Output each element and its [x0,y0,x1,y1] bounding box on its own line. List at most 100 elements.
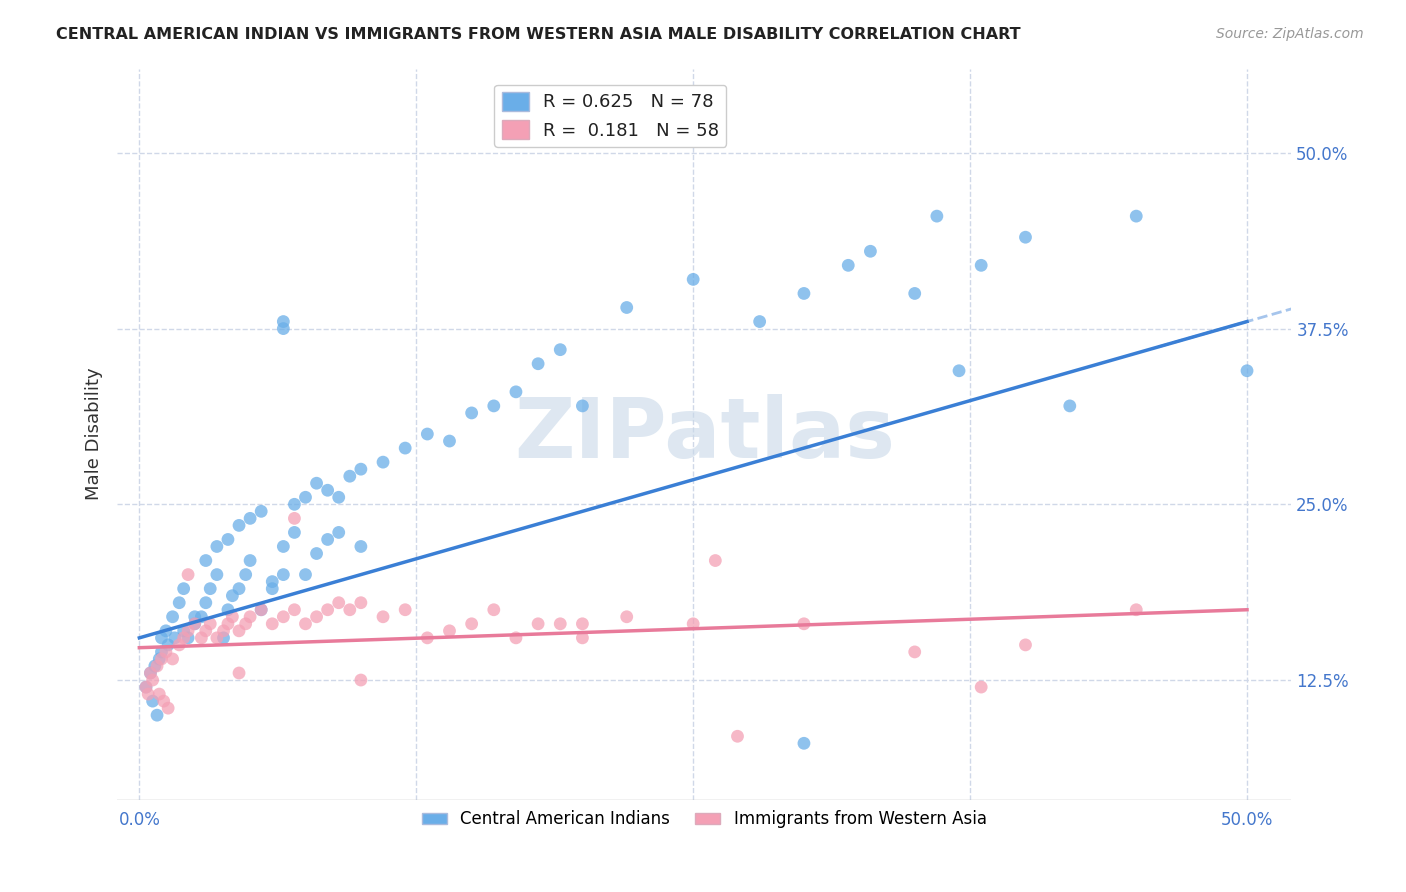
Point [350,596,373,610]
Point [305,609,328,624]
Point [262,616,284,631]
Point [682,616,704,631]
Point [177,631,200,645]
Point [904,645,927,659]
Point [616,609,638,624]
Point [228,665,250,680]
Point [205,540,228,554]
Point [142,673,165,687]
Point [283,525,305,540]
Point [173,624,195,638]
Text: Source: ZipAtlas.com: Source: ZipAtlas.com [1216,27,1364,41]
Point [150,645,173,659]
Point [221,609,243,624]
Point [190,631,212,645]
Point [793,286,815,301]
Point [217,533,239,547]
Point [143,659,166,673]
Point [250,603,273,617]
Point [205,567,228,582]
Point [273,540,295,554]
Point [294,567,316,582]
Point [350,673,373,687]
Point [439,434,461,448]
Point [183,609,205,624]
Point [157,701,180,715]
Point [571,631,593,645]
Point [904,286,927,301]
Point [527,357,550,371]
Point [200,582,222,596]
Point [704,553,727,567]
Point [416,631,439,645]
Point [793,736,815,750]
Point [505,384,527,399]
Point [250,504,273,518]
Point [837,258,859,272]
Point [194,624,217,638]
Point [205,631,228,645]
Point [339,603,361,617]
Point [316,603,339,617]
Point [262,574,284,589]
Point [194,553,217,567]
Point [460,616,482,631]
Point [183,616,205,631]
Point [727,729,749,743]
Point [283,511,305,525]
Point [294,616,316,631]
Point [948,364,970,378]
Point [548,343,571,357]
Point [155,624,177,638]
Point [212,631,235,645]
Point [239,511,262,525]
Point [239,553,262,567]
Point [139,665,162,680]
Point [283,497,305,511]
Point [177,567,200,582]
Point [167,638,190,652]
Point [167,596,190,610]
Point [200,616,222,631]
Point [571,616,593,631]
Point [305,547,328,561]
Point [316,483,339,498]
Point [371,609,394,624]
Point [136,687,159,701]
Point [162,609,184,624]
Point [250,603,273,617]
Point [1125,603,1147,617]
Point [235,616,257,631]
Point [212,624,235,638]
Point [482,603,505,617]
Point [157,638,180,652]
Legend: Central American Indians, Immigrants from Western Asia: Central American Indians, Immigrants fro… [415,804,993,835]
Point [142,694,165,708]
Point [228,624,250,638]
Point [173,631,195,645]
Point [482,399,505,413]
Point [682,272,704,286]
Point [371,455,394,469]
Point [177,624,200,638]
Point [350,540,373,554]
Point [505,631,527,645]
Point [1125,209,1147,223]
Point [148,687,170,701]
Point [305,476,328,491]
Point [925,209,948,223]
Point [548,616,571,631]
Point [146,708,169,723]
Point [283,603,305,617]
Point [135,680,157,694]
Text: CENTRAL AMERICAN INDIAN VS IMMIGRANTS FROM WESTERN ASIA MALE DISABILITY CORRELAT: CENTRAL AMERICAN INDIAN VS IMMIGRANTS FR… [56,27,1021,42]
Point [235,567,257,582]
Point [793,616,815,631]
Text: ZIPatlas: ZIPatlas [513,393,894,475]
Point [163,631,186,645]
Point [394,441,416,455]
Point [146,659,169,673]
Point [350,462,373,476]
Point [148,652,170,666]
Point [328,596,350,610]
